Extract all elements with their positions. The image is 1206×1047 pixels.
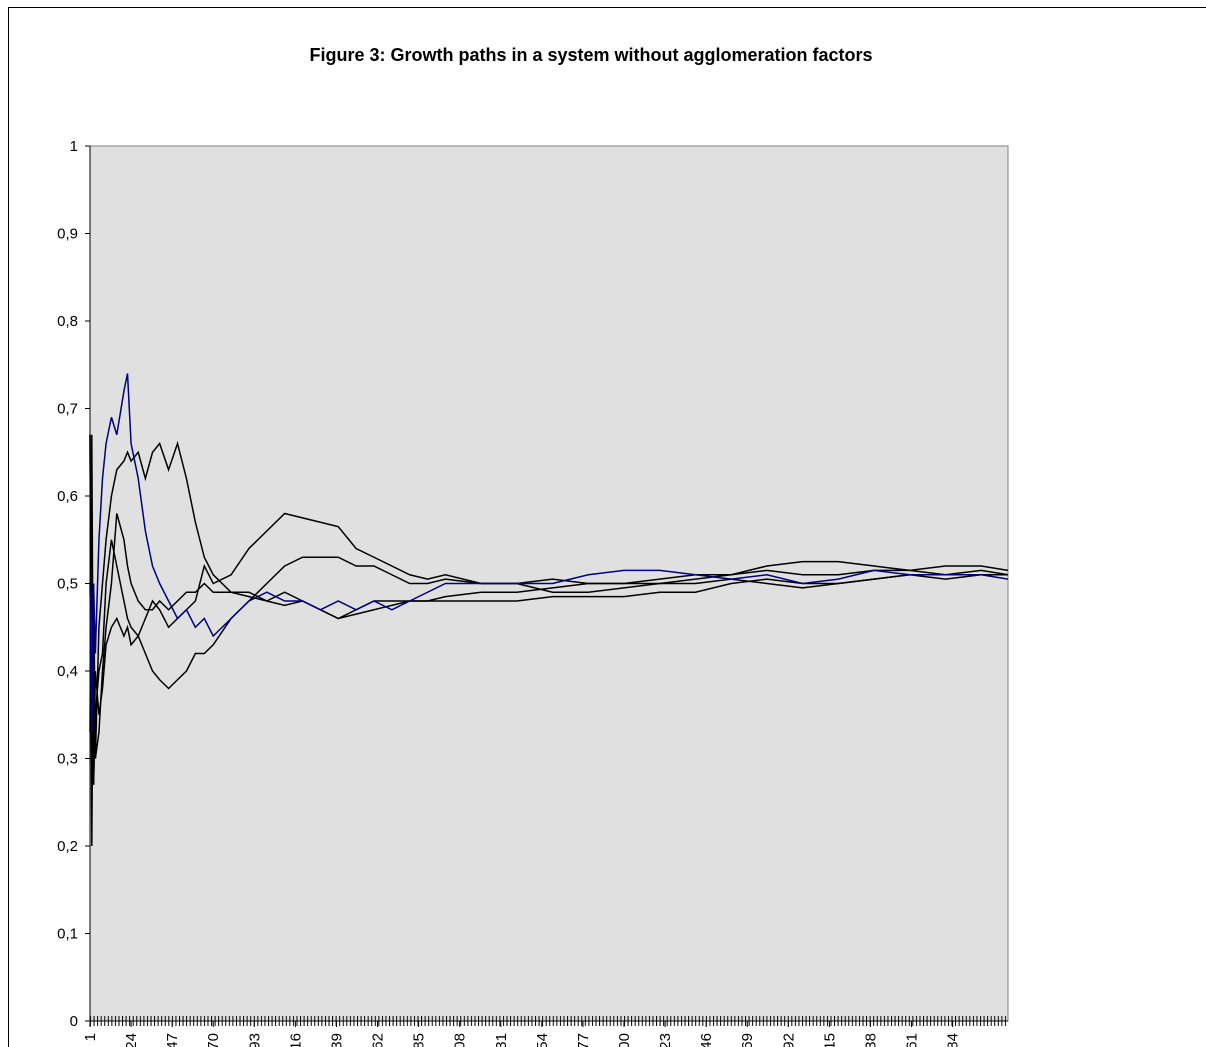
x-tick-label: 24 xyxy=(123,1033,140,1047)
x-tick-label: 47 xyxy=(164,1033,181,1047)
x-tick-label: 208 xyxy=(452,1033,469,1047)
x-tick-label: 139 xyxy=(328,1033,345,1047)
y-tick-label: 0,1 xyxy=(57,926,78,943)
x-tick-label: 231 xyxy=(493,1033,510,1047)
y-tick-label: 0,9 xyxy=(57,226,78,243)
series-line xyxy=(89,434,1009,785)
x-tick-label: 484 xyxy=(945,1033,962,1047)
y-tick-label: 0,8 xyxy=(57,313,78,330)
x-tick-label: 185 xyxy=(411,1033,428,1047)
y-tick-label: 0,4 xyxy=(57,663,78,680)
x-tick-label: 461 xyxy=(904,1033,921,1047)
x-tick-label: 93 xyxy=(246,1033,263,1047)
x-tick-label: 277 xyxy=(575,1033,592,1047)
x-tick-label: 70 xyxy=(205,1033,222,1047)
x-tick-label: 369 xyxy=(739,1033,756,1047)
y-tick-label: 1 xyxy=(70,138,78,155)
series-line xyxy=(89,373,1009,733)
series-line xyxy=(89,434,1008,785)
x-tick-label: 392 xyxy=(780,1033,797,1047)
x-tick-label: 162 xyxy=(370,1033,387,1047)
series-line xyxy=(90,513,1009,759)
x-tick-label: 116 xyxy=(287,1033,304,1047)
x-tick-label: 438 xyxy=(862,1033,879,1047)
y-tick-label: 0,3 xyxy=(57,751,78,768)
chart-title: Figure 3: Growth paths in a system witho… xyxy=(309,45,872,65)
x-tick-label: 415 xyxy=(821,1033,838,1047)
y-tick-label: 0,5 xyxy=(57,576,78,593)
y-tick-label: 0,7 xyxy=(57,401,78,418)
y-tick-label: 0,2 xyxy=(57,838,78,855)
x-tick-label: 323 xyxy=(657,1033,674,1047)
series-line xyxy=(89,434,1008,847)
x-tick-label: 1 xyxy=(82,1033,99,1041)
y-tick-label: 0 xyxy=(70,1013,78,1030)
x-tick-label: 346 xyxy=(698,1033,715,1047)
x-tick-label: 300 xyxy=(616,1033,633,1047)
x-tick-label: 254 xyxy=(534,1033,551,1047)
y-tick-label: 0,6 xyxy=(57,488,78,505)
